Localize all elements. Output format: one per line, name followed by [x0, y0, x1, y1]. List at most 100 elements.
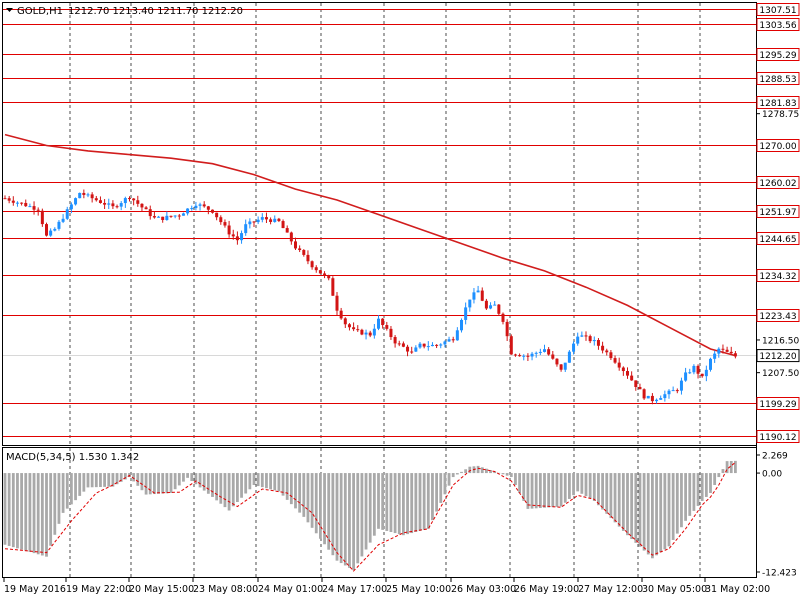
candle-body-120 — [501, 313, 505, 322]
macd-bar-82 — [343, 473, 347, 566]
macd-bar-176 — [734, 460, 737, 474]
candle-body-176 — [733, 353, 737, 357]
candle-body-51 — [215, 212, 219, 218]
candle-body-164 — [684, 372, 688, 381]
macd-bar-151 — [630, 473, 634, 540]
macd-bar-130 — [543, 473, 546, 508]
level-label-5: 1270.00 — [759, 142, 796, 152]
candle-body-56 — [235, 236, 239, 241]
candle-body-104 — [435, 344, 439, 346]
candle-body-98 — [410, 351, 414, 353]
macd-label: MACD(5,34,5) 1.530 1.342 — [6, 452, 139, 463]
candle-body-63 — [264, 217, 268, 220]
macd-bar-74 — [310, 473, 314, 528]
macd-bar-132 — [551, 473, 555, 508]
macd-bar-170 — [709, 473, 712, 493]
candle-body-23 — [98, 200, 102, 203]
macd-tick-label-2: -12.423 — [762, 569, 797, 579]
macd-bar-165 — [688, 473, 692, 516]
macd-bar-70 — [294, 473, 297, 509]
candle-body-123 — [513, 354, 517, 356]
candle-body-92 — [385, 325, 389, 329]
moving-average-line — [4, 133, 736, 357]
macd-bar-15 — [65, 473, 69, 509]
macd-bar-111 — [464, 469, 468, 474]
candle-body-116 — [484, 300, 488, 309]
macd-tick-label-1: 0.00 — [762, 470, 782, 480]
macd-bar-69 — [289, 473, 293, 505]
macd-bar-23 — [99, 473, 102, 488]
candle-body-39 — [165, 215, 169, 221]
candle-body-34 — [144, 207, 148, 210]
candle-body-60 — [252, 221, 256, 223]
macd-bar-95 — [397, 473, 401, 535]
candle-body-20 — [86, 194, 90, 196]
macd-bar-84 — [352, 473, 355, 571]
macd-bar-97 — [406, 473, 409, 535]
candle-body-128 — [534, 352, 538, 354]
moving-average — [4, 133, 736, 357]
macd-bar-105 — [439, 473, 443, 503]
candle-body-144 — [601, 345, 605, 351]
macd-bar-0 — [3, 473, 7, 545]
macd-bar-141 — [588, 473, 592, 499]
macd-bar-5 — [24, 473, 28, 551]
macd-bar-110 — [460, 471, 463, 474]
macd-bar-121 — [505, 473, 509, 476]
candle-body-6 — [28, 206, 32, 208]
candle-body-132 — [551, 354, 555, 359]
candle-body-76 — [318, 270, 322, 274]
candle-body-47 — [198, 204, 202, 206]
symbol-header[interactable]: GOLD,H1 1212.70 1213.40 1211.70 1212.20 — [6, 6, 243, 17]
macd-bar-168 — [700, 473, 704, 501]
candle-body-8 — [36, 209, 40, 211]
macd-bar-62 — [260, 473, 264, 488]
macd-bar-147 — [613, 473, 617, 523]
time-tick-label-7: 26 May 03:00 — [451, 584, 516, 595]
candle-body-174 — [725, 349, 729, 352]
vertical-grid — [69, 3, 701, 577]
macd-bar-93 — [389, 473, 393, 532]
macd-bar-124 — [518, 473, 521, 493]
candle-body-96 — [401, 343, 405, 347]
macd-bar-37 — [157, 473, 160, 494]
candle-body-173 — [721, 348, 725, 350]
candle-body-19 — [82, 192, 86, 195]
macd-bar-157 — [655, 473, 658, 556]
level-tag-3 — [756, 72, 800, 85]
candle-body-33 — [140, 203, 144, 208]
candle-body-91 — [381, 318, 385, 326]
dropdown-triangle-icon[interactable] — [6, 8, 13, 12]
candle-body-143 — [596, 339, 600, 346]
candle-body-40 — [169, 215, 173, 217]
macd-bar-109 — [455, 473, 459, 475]
level-tag-12 — [756, 430, 800, 443]
macd-bar-27 — [115, 473, 119, 485]
candle-body-112 — [468, 299, 472, 308]
macd-bar-164 — [684, 473, 687, 521]
candle-body-139 — [580, 335, 584, 337]
candle-body-16 — [69, 204, 73, 210]
candle-body-57 — [240, 233, 244, 241]
candle-body-87 — [364, 332, 368, 335]
candle-body-77 — [323, 273, 327, 276]
macd-bar-76 — [319, 473, 322, 539]
candle-body-71 — [298, 248, 302, 251]
macd-bar-144 — [601, 473, 604, 510]
level-label-6: 1260.02 — [759, 179, 796, 189]
macd-bar-35 — [148, 473, 152, 495]
candle-body-64 — [269, 219, 273, 222]
candle-body-28 — [119, 203, 123, 207]
macd-bar-140 — [584, 473, 588, 497]
macd-bar-19 — [82, 473, 86, 492]
candle-body-30 — [128, 198, 131, 200]
candle-body-168 — [700, 373, 704, 377]
macd-bar-94 — [393, 473, 397, 534]
macd-bar-85 — [356, 473, 360, 564]
level-tag-10 — [756, 309, 800, 322]
macd-bar-48 — [202, 473, 206, 491]
macd-bar-139 — [580, 473, 584, 494]
macd-bar-167 — [696, 473, 700, 506]
